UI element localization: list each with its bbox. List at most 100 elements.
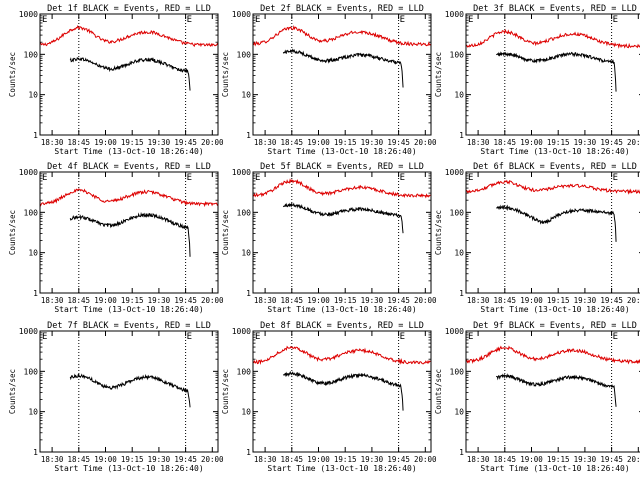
x-tick-label: 19:30 <box>361 138 384 147</box>
x-tick-label: 19:45 <box>387 138 410 147</box>
panel-title: Det 1f BLACK = Events, RED = LLD <box>47 4 211 14</box>
y-axis-label: Counts/sec <box>221 210 230 255</box>
corner-label: E <box>400 332 405 342</box>
corner-label: E <box>42 173 47 183</box>
x-tick-label: 19:00 <box>307 138 330 147</box>
y-tick-label: 10 <box>454 249 464 258</box>
x-tick-label: 19:30 <box>361 296 384 305</box>
y-tick-label: 100 <box>450 50 465 59</box>
y-axis-label: Counts/sec <box>221 52 230 97</box>
x-tick-label: 19:45 <box>600 296 623 305</box>
y-tick-label: 10 <box>241 249 251 258</box>
series-line-lld <box>252 24 432 47</box>
x-axis-label: Start Time (13-Oct-10 18:26:40) <box>480 147 629 156</box>
x-tick-label: 19:30 <box>361 455 384 464</box>
x-tick-label: 19:15 <box>547 296 570 305</box>
corner-label: E <box>400 15 405 25</box>
x-tick-label: 19:45 <box>600 138 623 147</box>
corner-label: E <box>42 15 47 25</box>
series-line-events <box>495 373 617 407</box>
y-axis-label: Counts/sec <box>434 210 443 255</box>
x-tick-label: 19:15 <box>547 138 570 147</box>
x-tick-label: 18:45 <box>281 296 304 305</box>
corner-label: E <box>187 173 192 183</box>
x-tick-label: 19:00 <box>307 455 330 464</box>
y-tick-label: 1 <box>459 448 464 457</box>
y-tick-label: 10 <box>28 249 38 258</box>
y-axis-label: Counts/sec <box>434 369 443 414</box>
x-axis-label: Start Time (13-Oct-10 18:26:40) <box>54 464 203 473</box>
y-tick-label: 10 <box>241 408 251 417</box>
x-axis-label: Start Time (13-Oct-10 18:26:40) <box>267 147 416 156</box>
x-tick-label: 19:15 <box>334 455 357 464</box>
y-tick-label: 100 <box>24 50 39 59</box>
y-tick-label: 1 <box>459 131 464 140</box>
y-tick-label: 1000 <box>19 10 38 19</box>
corner-label: E <box>613 332 618 342</box>
x-tick-label: 20:00 <box>201 296 224 305</box>
x-tick-label: 18:45 <box>494 455 517 464</box>
x-tick-label: 18:30 <box>254 455 277 464</box>
series-line-events <box>69 57 191 91</box>
y-tick-label: 1000 <box>232 168 251 177</box>
x-tick-label: 19:45 <box>387 296 410 305</box>
corner-label: E <box>613 173 618 183</box>
y-tick-label: 10 <box>28 408 38 417</box>
x-tick-label: 18:45 <box>68 455 91 464</box>
x-axis-label: Start Time (13-Oct-10 18:26:40) <box>480 464 629 473</box>
series-line-events <box>496 51 617 92</box>
x-tick-label: 19:15 <box>121 296 144 305</box>
series-line-lld <box>252 345 432 366</box>
x-tick-label: 18:30 <box>467 138 490 147</box>
x-tick-label: 18:30 <box>41 455 64 464</box>
corner-label: E <box>187 15 192 25</box>
y-tick-label: 1000 <box>19 327 38 336</box>
y-tick-label: 1000 <box>445 168 464 177</box>
x-tick-label: 19:30 <box>574 455 597 464</box>
series-line-events <box>282 201 404 234</box>
y-tick-label: 1 <box>246 131 251 140</box>
x-tick-label: 20:00 <box>414 455 437 464</box>
y-tick-label: 1 <box>33 131 38 140</box>
x-axis-label: Start Time (13-Oct-10 18:26:40) <box>267 305 416 314</box>
corner-label: E <box>468 15 473 25</box>
corner-label: E <box>187 332 192 342</box>
x-tick-label: 19:00 <box>520 138 543 147</box>
y-tick-label: 100 <box>237 367 252 376</box>
x-tick-label: 18:45 <box>281 455 304 464</box>
x-tick-label: 19:30 <box>148 296 171 305</box>
y-axis-label: Counts/sec <box>434 52 443 97</box>
y-tick-label: 100 <box>450 367 465 376</box>
x-tick-label: 19:45 <box>174 455 197 464</box>
series-line-events <box>69 211 191 257</box>
plot-frame <box>39 13 219 136</box>
y-tick-label: 1 <box>459 289 464 298</box>
y-tick-label: 10 <box>241 91 251 100</box>
x-tick-label: 19:00 <box>307 296 330 305</box>
x-tick-label: 19:45 <box>174 138 197 147</box>
x-tick-label: 18:45 <box>494 296 517 305</box>
x-tick-label: 19:00 <box>94 138 117 147</box>
x-tick-label: 18:30 <box>41 138 64 147</box>
x-tick-label: 19:15 <box>547 455 570 464</box>
corner-label: E <box>255 15 260 25</box>
x-axis-label: Start Time (13-Oct-10 18:26:40) <box>267 464 416 473</box>
x-tick-label: 19:00 <box>94 296 117 305</box>
series-line-events <box>282 48 404 88</box>
corner-label: E <box>400 173 405 183</box>
series-line-events <box>495 204 617 242</box>
plot-frame <box>252 171 432 294</box>
x-tick-label: 18:45 <box>68 138 91 147</box>
x-tick-label: 20:00 <box>201 455 224 464</box>
y-tick-label: 100 <box>450 208 465 217</box>
plot-frame <box>465 171 640 294</box>
x-tick-label: 18:45 <box>68 296 91 305</box>
corner-label: E <box>468 332 473 342</box>
y-tick-label: 100 <box>24 367 39 376</box>
